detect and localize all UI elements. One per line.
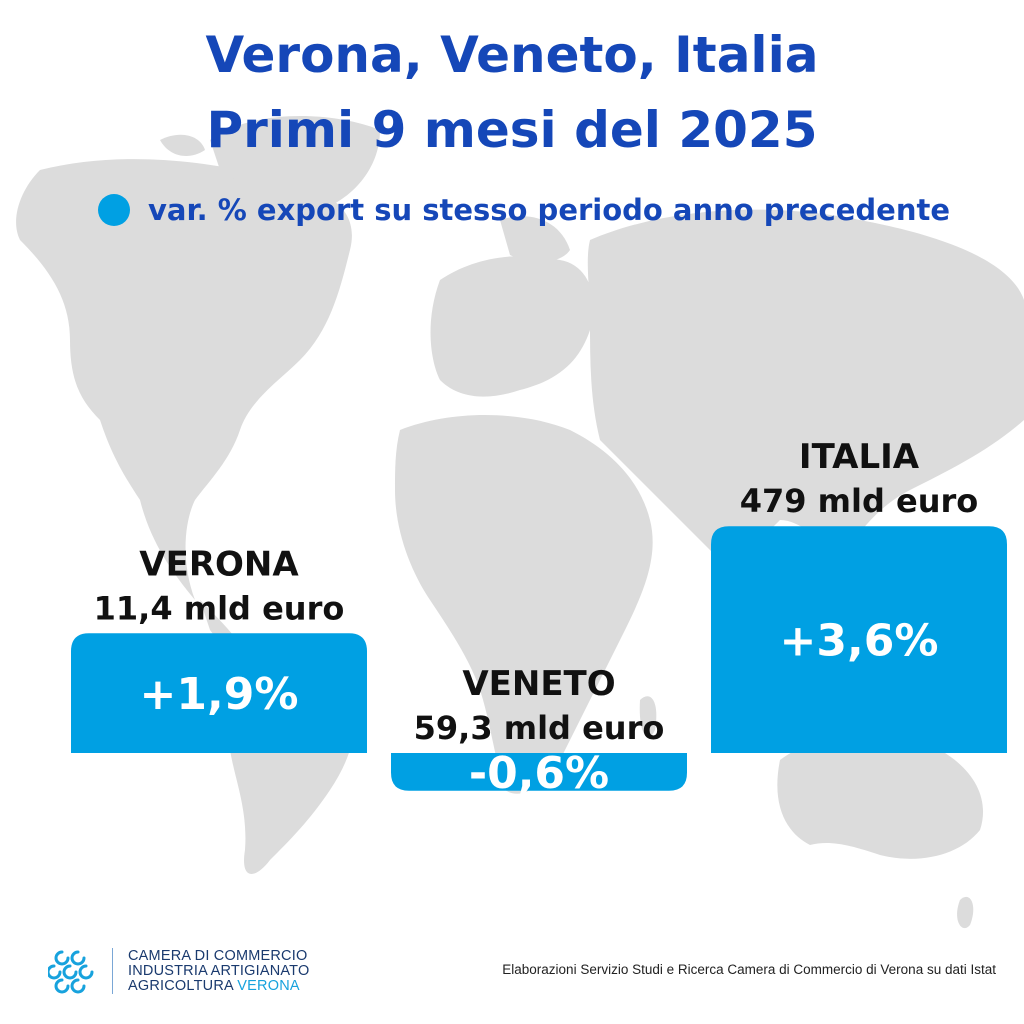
legend-dot (98, 194, 130, 226)
value-label-veneto: -0,6% (469, 748, 609, 799)
logo-text-line-2: INDUSTRIA ARTIGIANATO (128, 963, 310, 979)
title-line-1: Verona, Veneto, Italia (205, 26, 819, 84)
logo-text-verona: VERONA (237, 978, 300, 994)
export-total-label-italia: 479 mld euro (740, 482, 979, 520)
camera-di-commercio-logo-icon (48, 950, 94, 994)
export-total-label-veneto: 59,3 mld euro (414, 709, 665, 747)
chamber-of-commerce-logo: CAMERA DI COMMERCIO INDUSTRIA ARTIGIANAT… (48, 938, 310, 998)
value-label-verona: +1,9% (140, 669, 299, 720)
export-total-label-verona: 11,4 mld euro (94, 589, 345, 627)
bar-italia (711, 526, 1007, 753)
logo-text-prefix: AGRICOLTURA (128, 978, 238, 994)
logo-divider (112, 948, 113, 994)
value-label-italia: +3,6% (780, 616, 939, 667)
source-note: Elaborazioni Servizio Studi e Ricerca Ca… (502, 962, 996, 977)
bar-veneto (391, 753, 687, 791)
category-label-italia: ITALIA (799, 437, 920, 477)
legend: var. % export su stesso periodo anno pre… (98, 188, 950, 232)
title-line-2: Primi 9 mesi del 2025 (206, 101, 818, 159)
logo-text-line-1: CAMERA DI COMMERCIO (128, 948, 308, 964)
legend-text: var. % export su stesso periodo anno pre… (148, 193, 951, 227)
category-label-verona: VERONA (139, 544, 299, 584)
logo-text-line-3: AGRICOLTURA VERONA (128, 978, 300, 994)
category-label-veneto: VENETO (462, 664, 615, 704)
bar-verona (71, 633, 367, 753)
